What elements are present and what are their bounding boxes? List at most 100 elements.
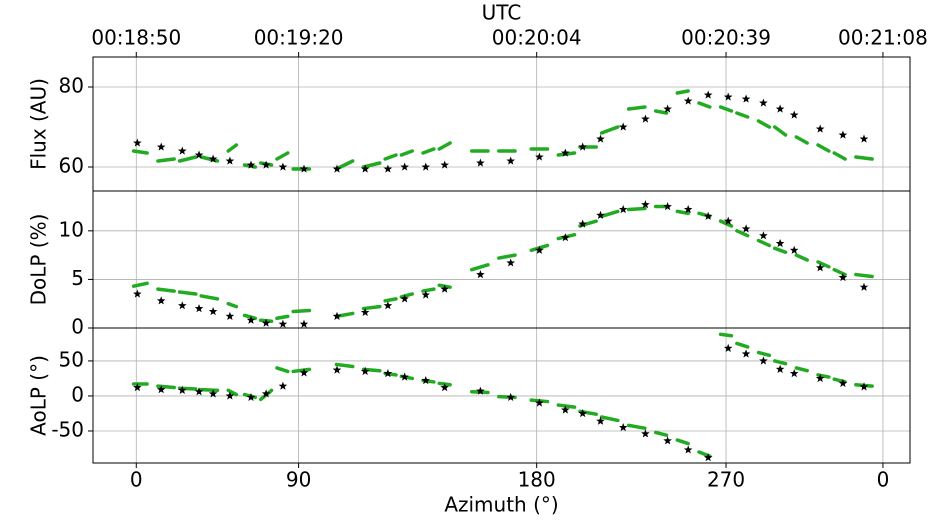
star-point: [775, 239, 785, 248]
star-point: [838, 378, 848, 387]
flux-segment: [399, 292, 414, 299]
star-point: [400, 372, 409, 381]
y-tick-label: 60: [59, 154, 84, 178]
flux-segment: [653, 430, 669, 437]
star-point: [133, 383, 142, 392]
star-point: [838, 273, 848, 282]
flux-segment: [772, 125, 788, 137]
star-point: [383, 164, 393, 173]
star-point: [360, 308, 370, 317]
star-point: [578, 142, 587, 151]
star-point: [641, 200, 650, 209]
star-point: [208, 154, 218, 163]
star-point: [703, 90, 713, 99]
star-point: [332, 365, 342, 374]
flux-segment: [832, 267, 847, 277]
star-point: [561, 233, 570, 242]
star-point: [133, 138, 142, 147]
star-point: [619, 423, 628, 432]
flux-segment: [794, 366, 809, 373]
star-point: [561, 148, 570, 157]
panel-frame: [92, 56, 911, 192]
x-tick-label: 0: [877, 468, 890, 492]
y-tick-label: 5: [71, 266, 84, 290]
star-point: [641, 114, 650, 123]
flux-segment: [599, 125, 620, 135]
star-point: [178, 146, 187, 155]
flux-segment: [653, 109, 669, 115]
star-point: [619, 205, 628, 214]
flux-segment: [177, 155, 198, 163]
star-point: [838, 130, 848, 139]
star-point: [194, 387, 204, 396]
star-point: [261, 389, 271, 398]
star-point: [400, 294, 409, 303]
flux-segment: [832, 151, 847, 161]
y-tick-label: 0: [71, 382, 84, 406]
star-point: [723, 343, 733, 352]
star-point: [278, 162, 288, 171]
flux-segment: [626, 423, 647, 430]
plot-area: [131, 332, 874, 462]
star-point: [299, 319, 309, 328]
star-point: [194, 150, 204, 159]
flux-segment: [816, 260, 831, 269]
flux-segment: [497, 253, 517, 260]
star-point: [859, 382, 869, 391]
x2-tick-label: 00:21:08: [838, 26, 928, 50]
star-point: [225, 156, 235, 165]
flux-segment: [226, 388, 239, 397]
star-point: [299, 368, 309, 377]
star-point: [759, 231, 768, 240]
flux-segment: [361, 161, 382, 169]
star-point: [703, 211, 713, 220]
star-point: [133, 289, 142, 298]
flux-segment: [718, 332, 734, 338]
flux-segment: [756, 350, 772, 358]
star-point: [723, 216, 733, 225]
flux-segment: [854, 272, 874, 279]
star-point: [400, 162, 409, 171]
x2-tick-label: 00:19:20: [254, 26, 344, 50]
flux-segment: [383, 153, 398, 161]
star-point: [178, 385, 187, 394]
star-point: [759, 98, 768, 107]
star-point: [775, 364, 785, 373]
flux-segment: [242, 313, 258, 321]
star-point: [703, 453, 713, 462]
flux-segment: [756, 119, 772, 129]
flux-segment: [291, 308, 312, 314]
star-point: [789, 245, 799, 254]
x-tick-label: 90: [286, 468, 311, 492]
star-point: [619, 122, 628, 131]
star-point: [360, 164, 370, 173]
star-point: [535, 398, 544, 407]
flux-segment: [156, 157, 176, 163]
star-point: [360, 366, 370, 376]
flux-segment: [291, 367, 312, 374]
flux-segment: [437, 141, 452, 151]
flux-segment: [156, 287, 176, 293]
star-point: [208, 389, 218, 398]
y-tick-label: 80: [59, 74, 84, 98]
flux-segment: [794, 253, 809, 262]
x2-tick-label: 00:20:39: [681, 26, 771, 50]
star-point: [815, 124, 825, 133]
star-point: [741, 94, 751, 103]
flux-segment: [469, 263, 490, 272]
star-point: [246, 315, 256, 324]
star-point: [683, 96, 693, 105]
panel-frame: [92, 327, 911, 464]
flux-segment: [772, 246, 788, 254]
flux-segment: [275, 314, 290, 321]
star-point: [859, 134, 869, 143]
flux-segment: [131, 281, 149, 288]
x2-tick-label: 00:18:50: [91, 26, 181, 50]
star-point: [383, 301, 393, 310]
star-point: [278, 319, 288, 328]
x-axis-label: Azimuth (°): [444, 493, 558, 517]
star-point: [208, 307, 218, 316]
y-tick-label: -50: [51, 417, 84, 441]
flux-segment: [334, 362, 355, 369]
